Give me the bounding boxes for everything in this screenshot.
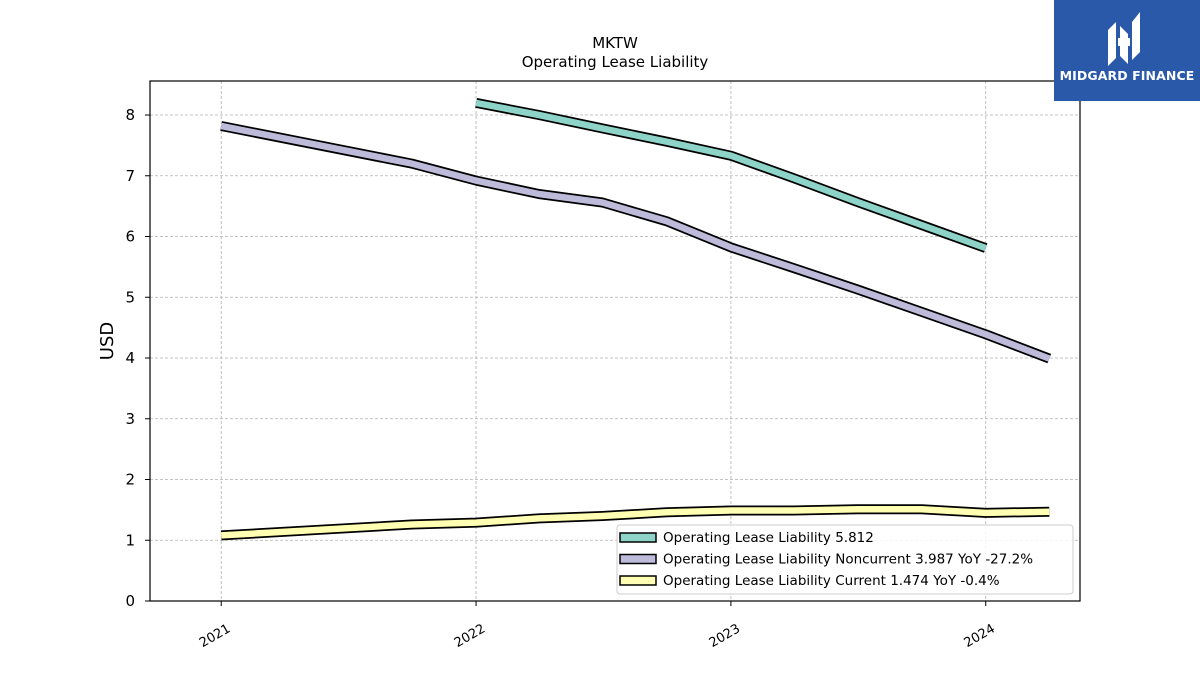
legend-box — [616, 524, 1074, 595]
x-axis: 2021 2022 2023 2024 — [197, 601, 998, 651]
y-axis-label: USD — [97, 322, 118, 360]
legend-swatch — [619, 575, 657, 586]
y-tick-label: 0 — [125, 592, 135, 610]
y-tick-label: 2 — [125, 471, 135, 489]
x-tick-label: 2022 — [452, 621, 488, 651]
series-layer — [220, 97, 1052, 541]
x-tick-label: 2023 — [707, 621, 743, 651]
chart-subtitle: Operating Lease Liability — [522, 53, 709, 71]
legend-label: Operating Lease Liability Noncurrent 3.9… — [663, 552, 1033, 568]
y-tick-label: 6 — [125, 228, 135, 246]
y-tick-label: 5 — [125, 288, 135, 306]
legend: Operating Lease Liability 5.812 Operating… — [616, 524, 1074, 595]
series-line — [475, 99, 987, 252]
midgard-logo-icon — [1108, 12, 1140, 66]
series-line-outline — [220, 121, 1052, 364]
logo-text: MIDGARD FINANCE — [1059, 68, 1195, 83]
y-tick-label: 4 — [125, 349, 135, 367]
legend-label: Operating Lease Liability 5.812 — [663, 530, 874, 546]
y-tick-label: 3 — [125, 410, 135, 428]
x-tick-label: 2024 — [962, 621, 998, 651]
y-axis: 0 1 2 3 4 5 6 7 8 — [125, 106, 150, 610]
y-tick-label: 7 — [125, 167, 135, 185]
chart-title: MKTW — [592, 34, 638, 52]
y-tick-label: 1 — [125, 531, 135, 549]
series-line — [221, 506, 1050, 539]
series-0 — [475, 97, 988, 253]
y-tick-label: 8 — [125, 106, 135, 124]
legend-swatch — [619, 553, 657, 565]
grid — [150, 81, 1080, 602]
series-2 — [220, 504, 1050, 541]
plot-frame — [149, 80, 1081, 602]
legend-label: Operating Lease Liability Current 1.474 … — [663, 573, 1000, 589]
brand-logo: MIDGARD FINANCE — [1054, 0, 1200, 101]
series-line — [220, 122, 1051, 362]
legend-swatch — [619, 532, 657, 543]
x-tick-label: 2021 — [197, 621, 233, 651]
series-1 — [220, 121, 1052, 364]
